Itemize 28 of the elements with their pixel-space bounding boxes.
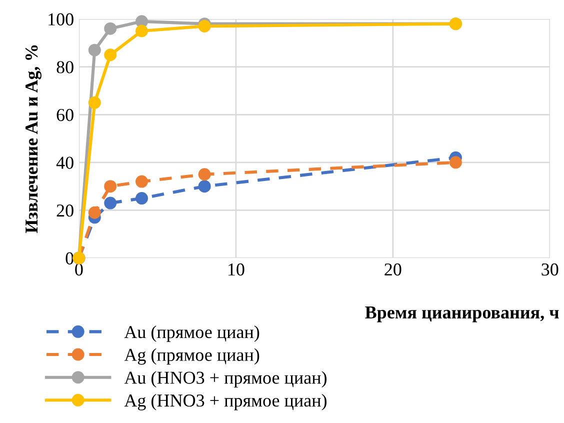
point <box>104 196 117 210</box>
point <box>104 48 117 62</box>
y-tick-label: 100 <box>48 13 74 26</box>
y-tick-label: 80 <box>56 61 74 74</box>
y-axis-title: Извлечение Au и Ag, % <box>25 45 42 234</box>
point <box>198 180 211 193</box>
y-tick-label: 60 <box>56 108 74 122</box>
y-tick-label: 20 <box>56 204 74 217</box>
point <box>88 206 101 219</box>
point <box>449 156 462 169</box>
y-tick-label: 40 <box>56 156 74 169</box>
point <box>136 192 148 205</box>
legend-label: Ag (прямое циан) <box>124 348 260 365</box>
legend-label: Au (HNO3 + прямое циан) <box>124 371 326 388</box>
legend-label: Au (прямое циан) <box>124 325 260 342</box>
legend-label: Ag (HNO3 + прямое циан) <box>124 394 326 410</box>
x-tick-label: 20 <box>384 263 402 276</box>
point <box>104 22 117 35</box>
point <box>104 180 117 193</box>
x-axis-title: Время цианирования, ч <box>365 306 559 322</box>
point <box>88 96 101 109</box>
point <box>88 44 101 56</box>
point <box>136 175 148 188</box>
point <box>198 168 211 181</box>
x-tick-label: 30 <box>542 263 558 276</box>
x-tick-label: 0 <box>75 263 83 276</box>
x-tick-label: 10 <box>228 263 244 276</box>
point <box>136 24 148 38</box>
